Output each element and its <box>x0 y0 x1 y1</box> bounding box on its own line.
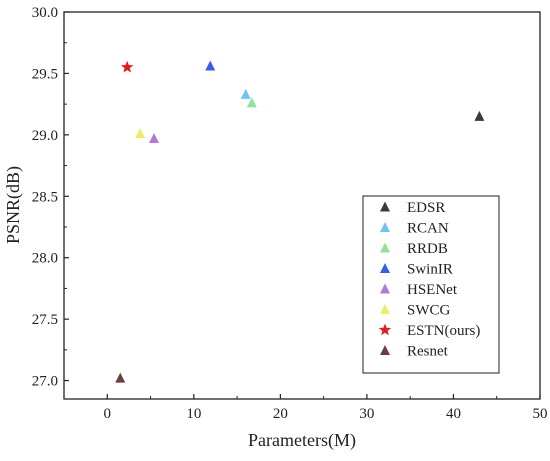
legend-marker <box>380 263 390 273</box>
legend-label: Resnet <box>407 344 449 360</box>
x-tick-label: 30 <box>359 406 374 422</box>
legend-label: SWCG <box>407 303 451 319</box>
y-tick-label: 28.5 <box>32 189 58 205</box>
legend-marker <box>380 283 390 294</box>
legend-marker <box>380 242 390 253</box>
legend-label: RCAN <box>407 221 449 237</box>
x-tick-label: 40 <box>446 406 461 422</box>
y-axis: 27.0 27.5 28.0 28.5 29.0 29.5 30.0 <box>32 5 69 390</box>
legend-marker <box>380 201 390 212</box>
legend: EDSR RCAN RRDB SwinIR HSENet SWCG ESTN(ours) Re… <box>362 195 500 374</box>
legend-label: HSENet <box>407 282 458 298</box>
data-point-swcg <box>135 128 146 139</box>
y-tick-label: 29.0 <box>32 128 58 144</box>
data-points <box>115 60 485 383</box>
legend-label: SwinIR <box>407 262 453 278</box>
legend-marker <box>380 222 390 232</box>
data-point-swinir <box>205 60 216 71</box>
legend-label: RRDB <box>407 241 448 257</box>
x-tick-label: 0 <box>104 406 112 422</box>
y-tick-label: 27.0 <box>32 374 58 390</box>
y-tick-label: 28.0 <box>32 251 58 267</box>
y-tick-label: 29.5 <box>32 66 58 82</box>
data-point-edsr <box>474 110 485 121</box>
x-axis-label: Parameters(M) <box>248 430 356 451</box>
y-axis-label: PSNR(dB) <box>3 166 24 244</box>
data-point-estn-ours- <box>121 60 134 73</box>
data-point-rrdb <box>246 97 257 108</box>
y-tick-label: 30.0 <box>32 5 58 21</box>
x-tick-label: 50 <box>533 406 548 422</box>
x-tick-label: 20 <box>273 406 288 422</box>
x-tick-label: 10 <box>186 406 201 422</box>
legend-marker <box>380 345 390 355</box>
plot-frame <box>63 11 541 400</box>
x-axis: 0 10 20 30 40 50 <box>63 394 548 422</box>
legend-label: ESTN(ours) <box>407 323 480 339</box>
data-point-rcan <box>240 88 251 99</box>
legend-label: EDSR <box>407 200 445 216</box>
y-tick-label: 27.5 <box>32 312 58 328</box>
legend-marker <box>380 304 390 314</box>
data-point-hsenet <box>149 133 160 144</box>
legend-marker <box>378 323 392 336</box>
data-point-resnet <box>115 372 126 383</box>
